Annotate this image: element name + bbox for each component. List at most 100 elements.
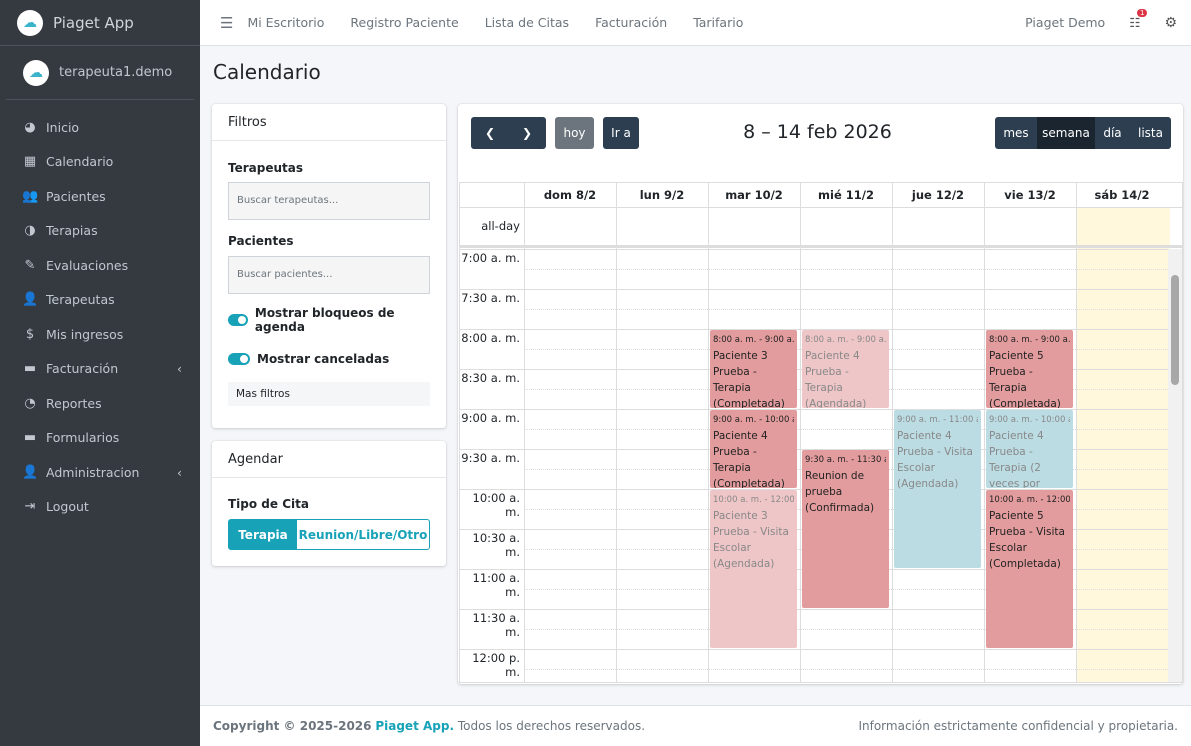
sidebar-item-label: Terapeutas [46, 292, 115, 308]
calendar-event[interactable]: 9:00 a. m. - 10:00 a. m. Paciente 4 Prueb… [710, 410, 797, 488]
sidebar-item-calendario[interactable]: ▦ Calendario [0, 145, 200, 180]
view-month[interactable]: mes [995, 117, 1037, 149]
time-label: 8:00 a. m. [461, 331, 520, 345]
sidebar-item-administracion[interactable]: 👤 Administracion ‹ [0, 455, 200, 490]
calendar-event[interactable]: 8:00 a. m. - 9:00 a. m. Paciente 4 Prueba… [802, 330, 889, 408]
slot-line [524, 429, 1168, 430]
calendar-event[interactable]: 9:30 a. m. - 11:30 a. m. Reunion de prueb… [802, 450, 889, 608]
nav-link-facturacion[interactable]: Facturación [595, 15, 668, 30]
more-filters-button[interactable]: Mas filtros [228, 382, 430, 406]
next-button[interactable]: ❯ [508, 117, 546, 149]
sidebar-item-terapeutas[interactable]: 👤 Terapeutas [0, 283, 200, 318]
sidebar-item-terapias[interactable]: ◑ Terapias [0, 214, 200, 249]
view-week[interactable]: semana [1037, 117, 1095, 149]
event-time: 9:00 a. m. - 10:00 a. m. [989, 415, 1070, 425]
day-column[interactable] [524, 183, 525, 682]
scrollbar[interactable] [1168, 249, 1182, 682]
slot-line [460, 409, 1168, 410]
calendar-event[interactable]: 8:00 a. m. - 9:00 a. m. Paciente 5 Prueba… [986, 330, 1073, 408]
gear-icon[interactable]: ⚙ [1164, 14, 1177, 31]
filters-title: Filtros [212, 104, 446, 141]
calendar-event[interactable]: 8:00 a. m. - 9:00 a. m. Paciente 3 Prueba… [710, 330, 797, 408]
footer-brand-link[interactable]: Piaget App. [375, 719, 455, 733]
calendar-event[interactable]: 10:00 a. m. - 12:00 p. m. Paciente 3 Prue… [710, 490, 797, 648]
option-terapia[interactable]: Terapia [229, 520, 297, 549]
nav-link-registro[interactable]: Registro Paciente [350, 15, 459, 30]
day-header[interactable]: jue 12/2 [911, 188, 965, 202]
event-title: Paciente 4 Prueba - Terapia (Completada) [713, 430, 785, 488]
day-header[interactable]: lun 9/2 [639, 188, 685, 202]
calendar-event[interactable]: 9:00 a. m. - 11:00 a. m. Paciente 4 Prueb… [894, 410, 981, 568]
therapists-label: Terapeutas [228, 161, 303, 175]
sidebar-item-pacientes[interactable]: 👥 Pacientes [0, 179, 200, 214]
sidebar-item-mis-ingresos[interactable]: $ Mis ingresos [0, 317, 200, 352]
sidebar-item-reportes[interactable]: ◔ Reportes [0, 386, 200, 421]
toggle-switch[interactable] [228, 353, 250, 365]
slot-line [460, 329, 1168, 330]
day-column[interactable] [708, 183, 709, 682]
nav-link-tarifario[interactable]: Tarifario [693, 15, 744, 30]
rights-text: Todos los derechos reservados. [457, 719, 646, 733]
nav-link-escritorio[interactable]: Mi Escritorio [247, 15, 325, 30]
toggle-bloqueos[interactable]: Mostrar bloqueos de agenda [228, 306, 430, 334]
day-header[interactable]: vie 13/2 [1004, 188, 1056, 202]
time-label: 10:00 a. m. [472, 491, 521, 519]
sidebar-item-logout[interactable]: ⇥ Logout [0, 490, 200, 525]
user-panel[interactable]: ☁ terapeuta1.demo [6, 46, 194, 100]
user-avatar: ☁ [23, 59, 49, 86]
sidebar-item-inicio[interactable]: ◕ Inicio [0, 110, 200, 145]
sidebar-item-label: Formularios [46, 430, 120, 446]
event-time: 9:00 a. m. - 11:00 a. m. [897, 415, 978, 425]
calendar-event[interactable]: 10:00 a. m. - 12:00 p. m. Paciente 5 Prue… [986, 490, 1073, 648]
scrollbar-thumb[interactable] [1171, 275, 1179, 385]
tasks-icon[interactable]: ☷ 1 [1129, 9, 1148, 30]
goto-button[interactable]: Ir a [603, 117, 639, 149]
users-icon: 👥 [22, 188, 39, 204]
event-title: Reunion de prueba (Confirmada) [805, 470, 875, 514]
divider [460, 245, 1182, 248]
sidebar: ☁ Piaget App ☁ terapeuta1.demo ◕ Inicio ▦ Cal… [0, 0, 200, 746]
date-range-title: 8 – 14 feb 2026 [743, 121, 892, 143]
sidebar-item-formularios[interactable]: ▬ Formularios [0, 421, 200, 456]
day-header[interactable]: mié 11/2 [818, 188, 874, 202]
toggle-canceladas[interactable]: Mostrar canceladas [228, 352, 430, 366]
today-column-highlight [1076, 207, 1170, 682]
day-header[interactable]: dom 8/2 [543, 188, 597, 202]
slot-line [460, 609, 1168, 610]
day-column[interactable] [800, 183, 801, 682]
schedule-title: Agendar [212, 441, 446, 478]
nav-link-citas[interactable]: Lista de Citas [484, 15, 570, 30]
view-day[interactable]: día [1095, 117, 1130, 149]
sidebar-item-label: Terapias [46, 223, 98, 239]
day-column[interactable] [892, 183, 893, 682]
appointment-type-label: Tipo de Cita [228, 497, 309, 511]
toggle-switch[interactable] [228, 314, 248, 326]
day-column[interactable] [1076, 183, 1077, 682]
sidebar-item-label: Pacientes [46, 188, 106, 204]
day-header[interactable]: mar 10/2 [725, 188, 783, 202]
day-column[interactable] [984, 183, 985, 682]
brand-link[interactable]: ☁ Piaget App [0, 0, 200, 46]
option-reunion[interactable]: Reunion/Libre/Otro [298, 527, 428, 542]
prev-button[interactable]: ❮ [471, 117, 509, 149]
time-label: 11:30 a. m. [472, 611, 521, 639]
event-title: Paciente 3 Prueba - Terapia (Completada) [713, 350, 785, 408]
user-icon: 👤 [22, 292, 39, 308]
time-label: 9:30 a. m. [461, 451, 520, 465]
today-button[interactable]: hoy [555, 117, 594, 149]
sidebar-item-facturación[interactable]: ▬ Facturación ‹ [0, 352, 200, 387]
sidebar-item-evaluaciones[interactable]: ✎ Evaluaciones [0, 248, 200, 283]
form-icon: ▬ [23, 430, 37, 446]
patients-search-input[interactable]: Buscar pacientes... [228, 256, 430, 294]
view-list[interactable]: lista [1130, 117, 1171, 149]
calendar-event[interactable]: 9:00 a. m. - 10:00 a. m. Paciente 4 Prueb… [986, 410, 1073, 488]
time-label: 10:30 a. m. [472, 531, 521, 559]
hamburger-menu-icon[interactable]: ☰ [220, 13, 234, 32]
user-menu[interactable]: Piaget Demo [1025, 15, 1106, 30]
divider [460, 207, 1182, 208]
day-header[interactable]: sáb 14/2 [1094, 188, 1150, 202]
therapists-search-input[interactable]: Buscar terapeutas... [228, 182, 430, 220]
event-time: 9:00 a. m. - 10:00 a. m. [713, 415, 794, 425]
day-column[interactable] [616, 183, 617, 682]
allday-label: all-day [481, 219, 520, 233]
